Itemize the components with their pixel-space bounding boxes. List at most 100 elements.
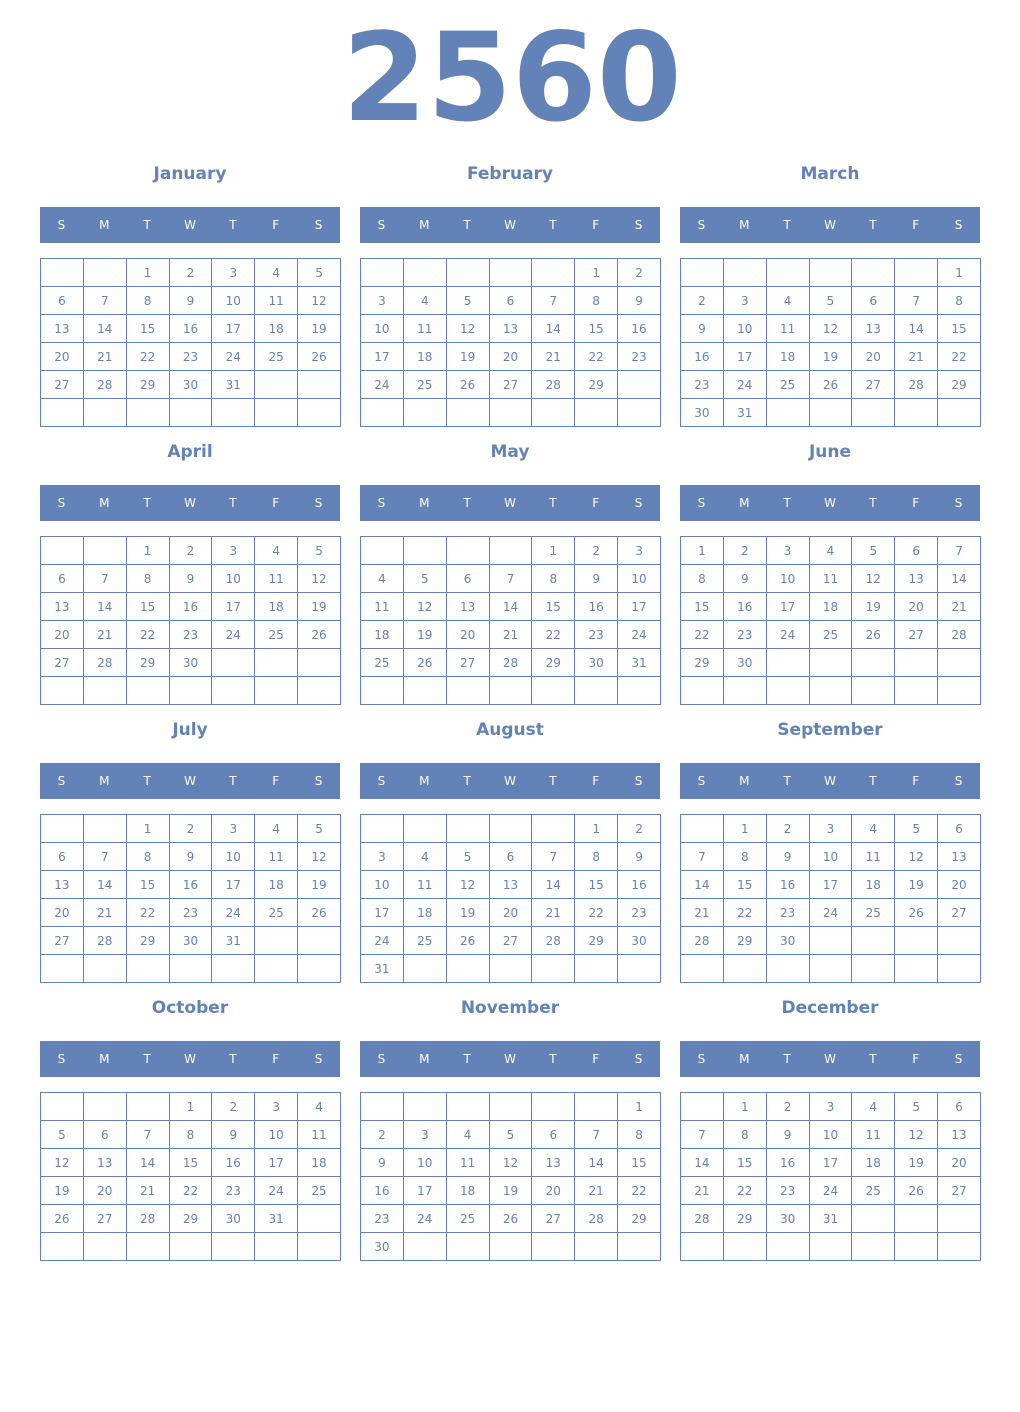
weekday-label: T [549, 218, 557, 232]
day-cell: 29 [125, 648, 170, 677]
day-cell [82, 954, 127, 983]
day-cell: 31 [617, 648, 661, 677]
day-cell [808, 648, 853, 677]
weekday-label: S [954, 1052, 963, 1066]
week-row: 31 [360, 954, 661, 983]
week-row: 27 28 29 30 31 [40, 926, 341, 955]
day-cell [680, 814, 724, 843]
day-cell: 30 [680, 398, 724, 427]
day-cell: 9 [765, 1120, 810, 1149]
week-row: 29 30 [680, 648, 981, 677]
day-cell: 7 [680, 842, 724, 871]
week-row: 25 26 27 28 29 30 31 [360, 648, 661, 677]
week-row: 13 14 15 16 17 18 19 [40, 870, 341, 899]
week-row: 5 6 7 8 9 10 11 [40, 1120, 341, 1149]
day-cell [808, 398, 853, 427]
weekday-label: F [592, 1052, 600, 1066]
day-cell [445, 398, 490, 427]
day-cell: 5 [297, 258, 341, 287]
weekday-label: T [143, 774, 151, 788]
day-cell: 8 [125, 842, 170, 871]
day-cell: 19 [297, 592, 341, 621]
day-cell: 12 [445, 314, 490, 343]
day-cell [360, 1092, 404, 1121]
day-cell: 3 [254, 1092, 299, 1121]
day-cell: 29 [722, 926, 767, 955]
day-cell: 16 [765, 870, 810, 899]
day-cell: 12 [297, 842, 341, 871]
day-grid: 1 2 3 4 5 6 7 8 9 10 11 12 13 14 15 16 17 18 19 20 21 22 23 24 2… [40, 1092, 341, 1261]
day-grid: 1 2 3 4 5 6 7 8 9 10 11 12 13 14 15 16 17 18 19 20 21 22 23 24 2… [360, 814, 661, 983]
day-cell [617, 398, 661, 427]
day-cell: 30 [168, 648, 213, 677]
day-grid: 1 2 3 4 5 6 7 8 9 10 11 12 13 14 15 16 17 18 19 20 21 22 23 24 2… [40, 814, 341, 983]
weekday-label: M [419, 1052, 430, 1066]
day-cell: 6 [937, 1092, 981, 1121]
day-cell [617, 676, 661, 705]
weekday-label: F [592, 496, 600, 510]
day-cell [445, 814, 490, 843]
day-cell: 7 [680, 1120, 724, 1149]
day-cell: 13 [445, 592, 490, 621]
day-grid: 1 2 3 4 5 6 7 8 9 10 11 12 13 14 15 16 17 18 19 20 21 22 23 24 2… [680, 1092, 981, 1261]
day-cell: 24 [722, 370, 767, 399]
day-cell [765, 676, 810, 705]
day-cell: 8 [168, 1120, 213, 1149]
weekday-label: T [869, 218, 877, 232]
day-cell [574, 1092, 619, 1121]
day-cell [937, 648, 981, 677]
day-grid: 1 2 3 4 5 6 7 8 9 10 11 12 13 14 15 16 17 18 19 20 21 22 23 24 2… [680, 536, 981, 705]
weekday-label: T [549, 496, 557, 510]
day-cell: 2 [168, 258, 213, 287]
day-cell: 7 [82, 286, 127, 315]
day-cell: 24 [211, 620, 256, 649]
day-cell: 1 [680, 536, 724, 565]
day-cell [211, 954, 256, 983]
weekday-label: T [229, 218, 237, 232]
day-cell: 1 [125, 536, 170, 565]
day-cell [680, 676, 724, 705]
day-cell [808, 1232, 853, 1261]
day-cell [894, 954, 939, 983]
day-cell [168, 954, 213, 983]
day-cell: 11 [402, 870, 447, 899]
day-grid: 1 2 3 4 5 6 7 8 9 10 11 12 13 14 15 16 17 18 19 20 21 22 23 24 2… [40, 258, 341, 427]
weekday-label: S [314, 774, 323, 788]
day-cell: 26 [808, 370, 853, 399]
day-cell: 10 [402, 1148, 447, 1177]
week-row: 11 12 13 14 15 16 17 [360, 592, 661, 621]
day-cell: 22 [574, 342, 619, 371]
day-cell: 7 [574, 1120, 619, 1149]
weekday-label: T [463, 218, 471, 232]
day-cell: 11 [297, 1120, 341, 1149]
day-cell [360, 676, 404, 705]
day-cell [937, 398, 981, 427]
day-cell: 9 [211, 1120, 256, 1149]
day-cell: 21 [82, 898, 127, 927]
day-cell: 4 [254, 536, 299, 565]
weekday-label: S [314, 218, 323, 232]
day-cell: 9 [722, 564, 767, 593]
day-cell [488, 536, 533, 565]
day-grid: 1 2 3 4 5 6 7 8 9 10 11 12 13 14 15 16 17 18 19 20 21 22 23 24 2… [680, 258, 981, 427]
day-cell: 1 [617, 1092, 661, 1121]
day-cell: 27 [937, 1176, 981, 1205]
day-cell: 11 [851, 842, 896, 871]
day-cell [894, 258, 939, 287]
weekday-label: F [912, 496, 920, 510]
day-cell [211, 398, 256, 427]
day-cell: 10 [765, 564, 810, 593]
day-cell: 17 [360, 898, 404, 927]
day-cell [125, 398, 170, 427]
week-row: 20 21 22 23 24 25 26 [40, 898, 341, 927]
day-cell [82, 1092, 127, 1121]
day-cell: 19 [40, 1176, 84, 1205]
day-cell: 16 [765, 1148, 810, 1177]
day-cell [894, 1204, 939, 1233]
day-cell: 30 [765, 926, 810, 955]
day-cell: 19 [488, 1176, 533, 1205]
